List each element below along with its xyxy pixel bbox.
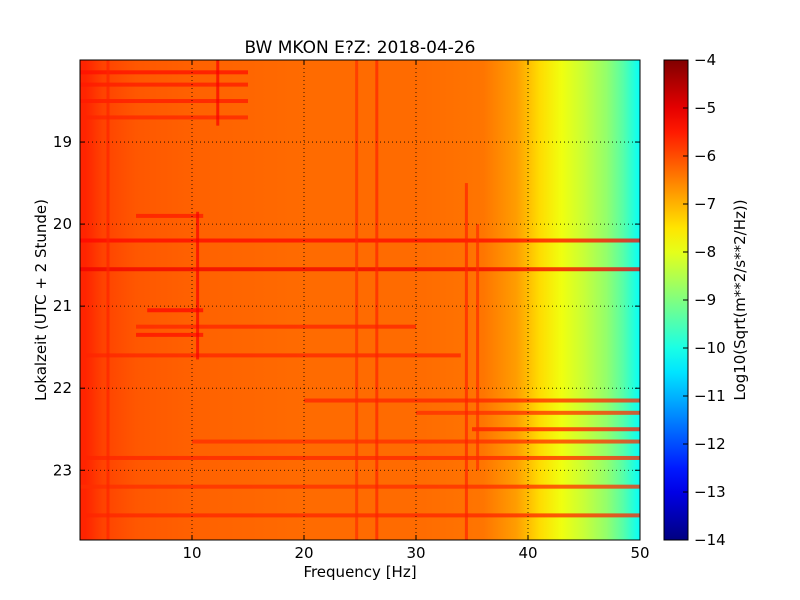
colorbar-tick-label: −12 (694, 435, 726, 453)
y-tick-label: 20 (53, 215, 72, 233)
colorbar-tick-label: −13 (694, 483, 726, 501)
colorbar: −4 −5 −6 −7 −8 −9 −10 −11 −12 −13 −14 (663, 51, 726, 549)
spectrogram-band (136, 324, 416, 329)
spectrogram-band (136, 332, 204, 337)
plot-area (79, 59, 641, 541)
spectrogram-band (304, 398, 640, 403)
spectrogram-band (80, 115, 248, 120)
x-tick-label: 50 (630, 544, 649, 562)
spectrogram-background (80, 60, 640, 540)
chart-title: BW MKON E?Z: 2018-04-26 (245, 38, 476, 58)
spectrogram-band (472, 427, 640, 432)
colorbar-tick-label: −5 (694, 99, 716, 117)
spectrogram-band (80, 82, 248, 87)
spectrogram-band (80, 513, 640, 518)
spectrogram-band (80, 267, 640, 272)
y-tick-label: 21 (53, 297, 72, 315)
spectrogram-line (375, 60, 379, 540)
spectrogram-band (80, 238, 640, 243)
spectrogram-line (355, 60, 359, 540)
x-tick-label: 30 (406, 544, 425, 562)
x-tick-label: 10 (182, 544, 201, 562)
x-tick-label: 40 (518, 544, 537, 562)
y-tick-label: 23 (53, 461, 72, 479)
grid-lines (80, 60, 641, 540)
spectrogram-band (136, 213, 204, 218)
y-tick-label: 22 (53, 379, 72, 397)
spectrogram-band (192, 439, 640, 444)
y-axis-label: Lokalzeit (UTC + 2 Stunde) (32, 199, 50, 401)
spectrogram-band (80, 99, 248, 104)
colorbar-tick-label: −9 (694, 291, 716, 309)
y-axis-ticks: 19 20 21 22 23 (53, 133, 640, 479)
x-axis-ticks: 10 20 30 40 50 (182, 60, 650, 562)
spectrogram-line (464, 183, 468, 541)
colorbar-tick-label: −10 (694, 339, 726, 357)
colorbar-label: Log10(Sqrt(m**2/s**2/Hz)) (731, 199, 749, 400)
x-axis-label: Frequency [Hz] (303, 563, 416, 581)
spectrogram-line (476, 224, 480, 471)
colorbar-tick-label: −8 (694, 243, 716, 261)
colorbar-tick-label: −11 (694, 387, 726, 405)
spectrogram-band (80, 484, 640, 489)
spectrogram-band (147, 308, 204, 313)
spectrogram-line (106, 60, 110, 540)
x-tick-label: 20 (294, 544, 313, 562)
spectrogram-band (80, 353, 461, 358)
colorbar-tick-label: −14 (694, 531, 726, 549)
colorbar-tick-label: −7 (694, 195, 716, 213)
spectrogram-line (196, 211, 200, 360)
colorbar-tick-label: −4 (694, 51, 716, 69)
spectrogram-band (80, 70, 248, 75)
spectrogram-line (216, 60, 220, 126)
y-tick-label: 19 (53, 133, 72, 151)
spectrogram-band (80, 455, 640, 460)
colorbar-tick-label: −6 (694, 147, 716, 165)
